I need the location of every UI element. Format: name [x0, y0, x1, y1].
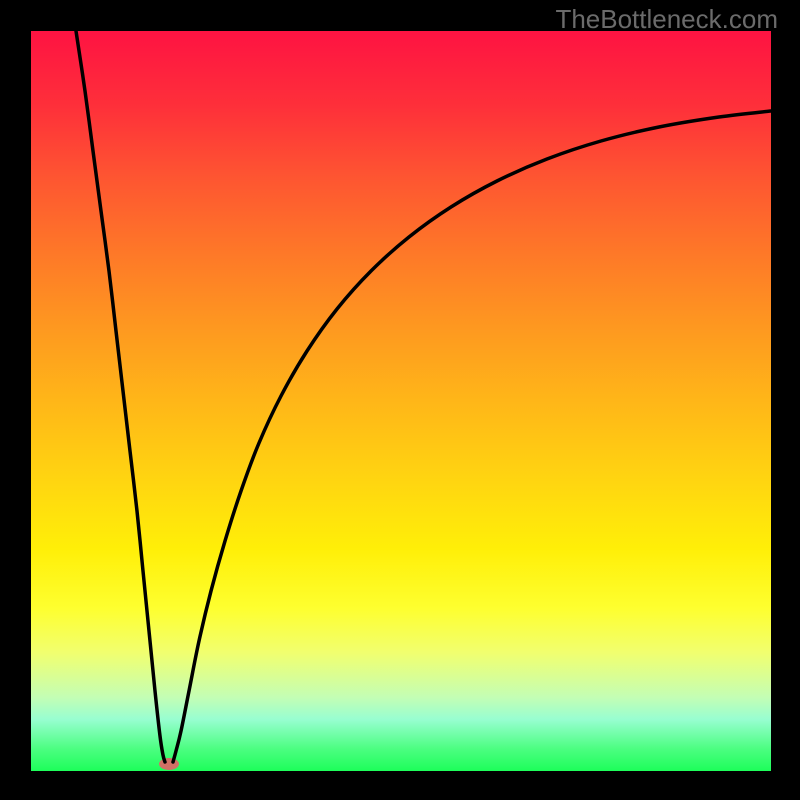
watermark-text: TheBottleneck.com: [555, 4, 778, 35]
plot-area: [31, 31, 771, 771]
curve-layer: [31, 31, 771, 771]
curve-right-branch: [173, 111, 771, 762]
curve-left-branch: [76, 31, 165, 762]
minimum-marker: [159, 758, 179, 770]
chart-container: TheBottleneck.com: [0, 0, 800, 800]
